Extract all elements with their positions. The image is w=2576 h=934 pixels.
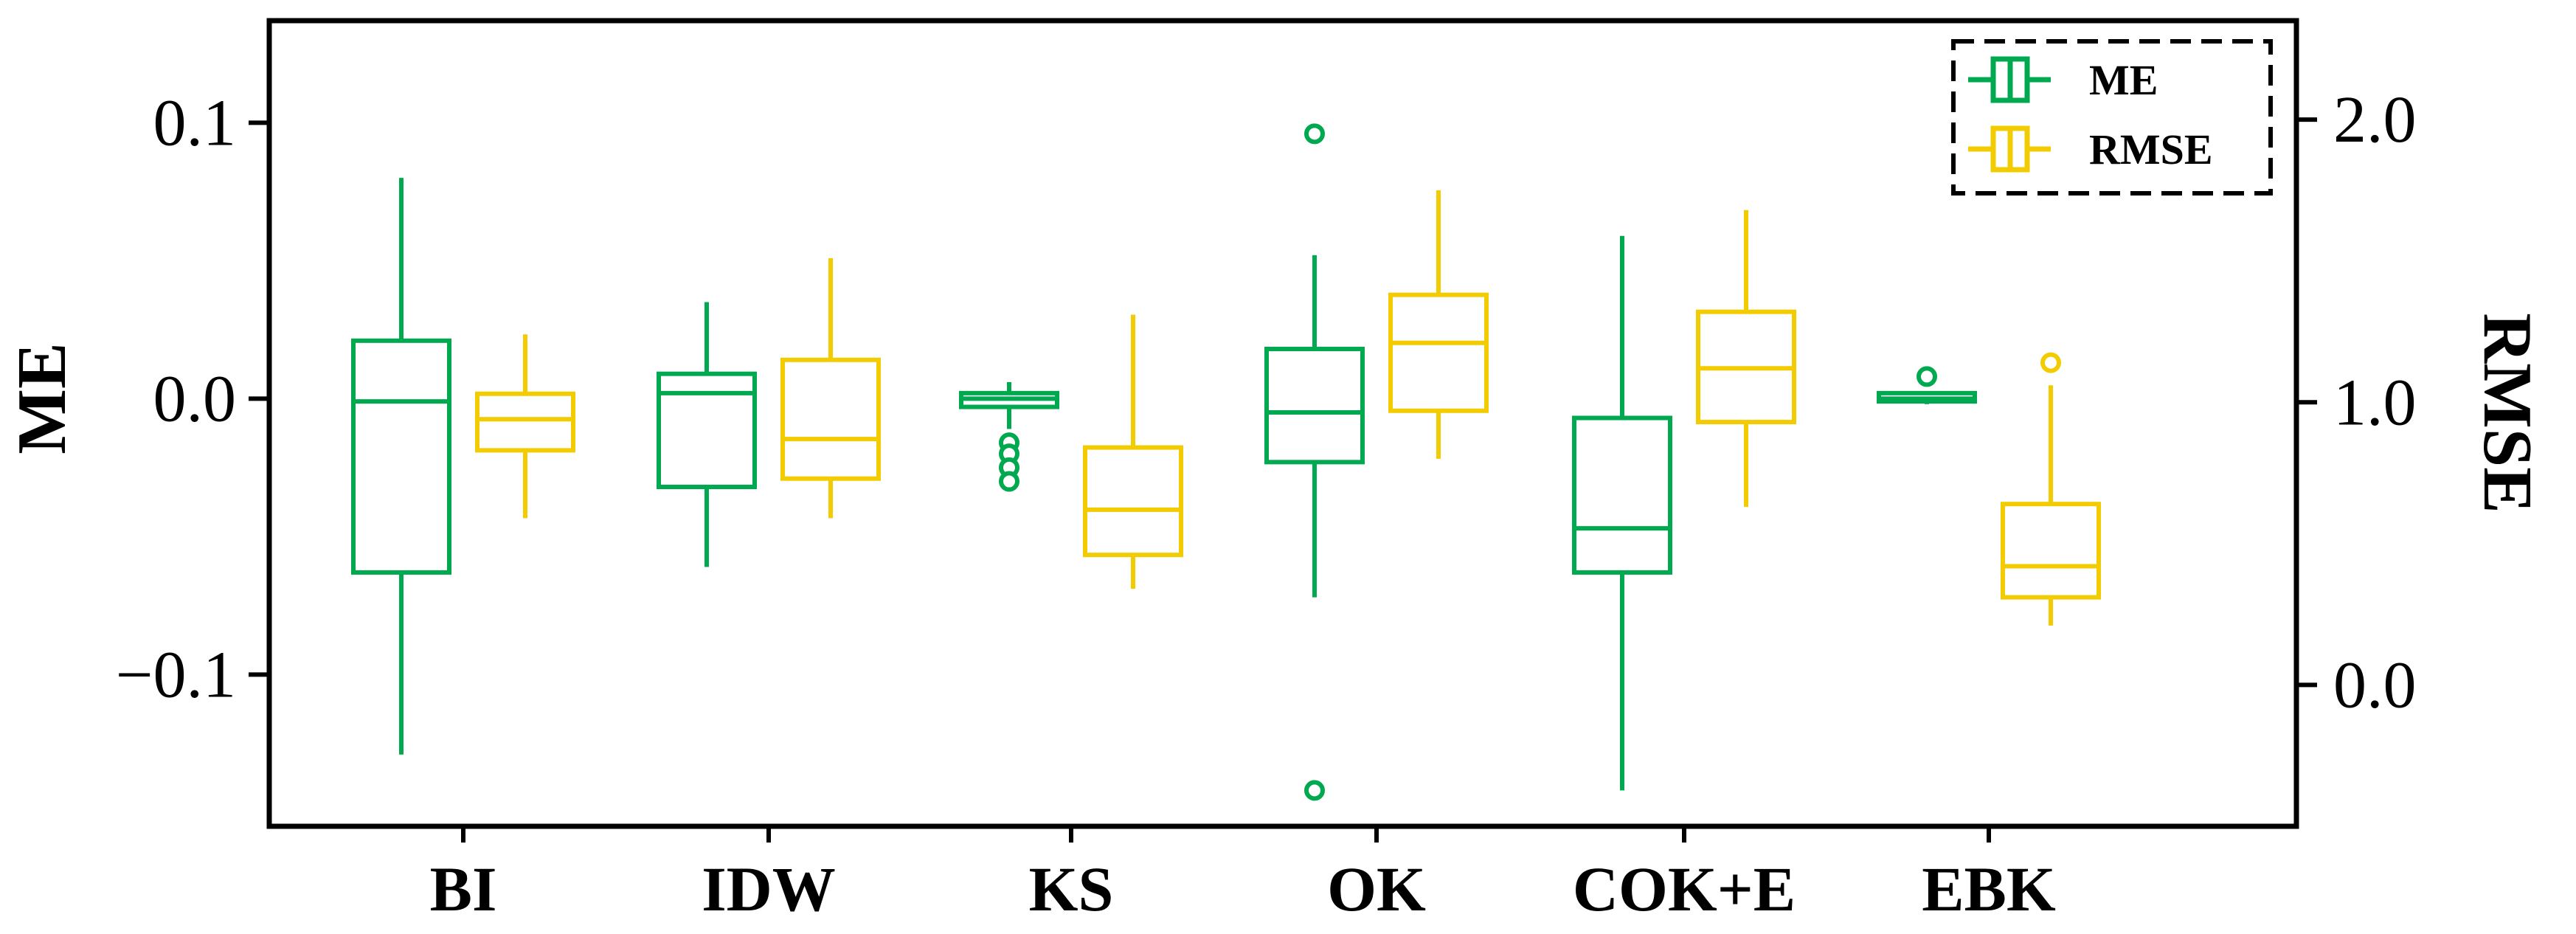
outlier-point <box>999 471 1019 492</box>
legend-label-rmse: RMSE <box>2089 125 2213 173</box>
me-box-ks <box>959 381 1059 492</box>
left-tick-label: 0.0 <box>153 362 237 435</box>
me-box-ok <box>1264 123 1365 801</box>
category-label: BI <box>430 854 497 924</box>
right-axis: 2.0 1.0 0.0 <box>2296 83 2417 722</box>
category-labels: BI IDW KS OK COK+E EBK <box>430 826 2056 924</box>
outlier-point <box>1304 123 1325 145</box>
rmse-box-bi <box>475 334 575 519</box>
right-tick-label: 1.0 <box>2333 366 2417 439</box>
me-box-idw <box>657 302 757 567</box>
iqr-box <box>1264 347 1365 465</box>
category-label: EBK <box>1922 854 2056 924</box>
left-axis: 0.1 0.0 −0.1 <box>116 86 269 711</box>
rmse-box-ks <box>1083 314 1183 589</box>
iqr-box <box>1388 292 1489 413</box>
box-series <box>351 123 2101 801</box>
outlier-point <box>2040 352 2061 373</box>
plot-frame <box>266 18 2299 829</box>
legend-label-me: ME <box>2089 56 2158 104</box>
outlier-point <box>1917 366 1937 387</box>
right-tick-label: 2.0 <box>2333 83 2417 156</box>
right-axis-title: RMSE <box>2469 313 2546 513</box>
rmse-box-idw <box>780 257 881 519</box>
iqr-box <box>475 391 575 453</box>
category-label: OK <box>1327 854 1426 924</box>
iqr-box <box>657 371 757 490</box>
legend-key-rmse <box>1968 125 2051 173</box>
me-box-ebk <box>1877 366 1977 404</box>
category-label: KS <box>1029 854 1114 924</box>
rmse-box-cok-e <box>1696 210 1796 508</box>
category-label: IDW <box>702 854 836 924</box>
left-tick-label: −0.1 <box>116 638 236 711</box>
rmse-box-ok <box>1388 190 1489 459</box>
me-box-cok-e <box>1572 235 1672 791</box>
iqr-box <box>1083 445 1183 558</box>
left-tick-label: 0.1 <box>153 86 237 159</box>
iqr-box <box>351 338 451 575</box>
left-axis-title: ME <box>4 342 80 454</box>
me-box-bi <box>351 178 451 755</box>
rmse-box-ebk <box>2001 352 2101 626</box>
legend-key-me <box>1968 56 2051 103</box>
legend: ME RMSE <box>1951 39 2273 196</box>
iqr-box <box>780 357 881 481</box>
right-tick-label: 0.0 <box>2333 648 2417 722</box>
outlier-point <box>1304 780 1325 801</box>
iqr-box <box>2001 502 2101 600</box>
category-label: COK+E <box>1573 854 1796 924</box>
iqr-box <box>1572 415 1672 575</box>
